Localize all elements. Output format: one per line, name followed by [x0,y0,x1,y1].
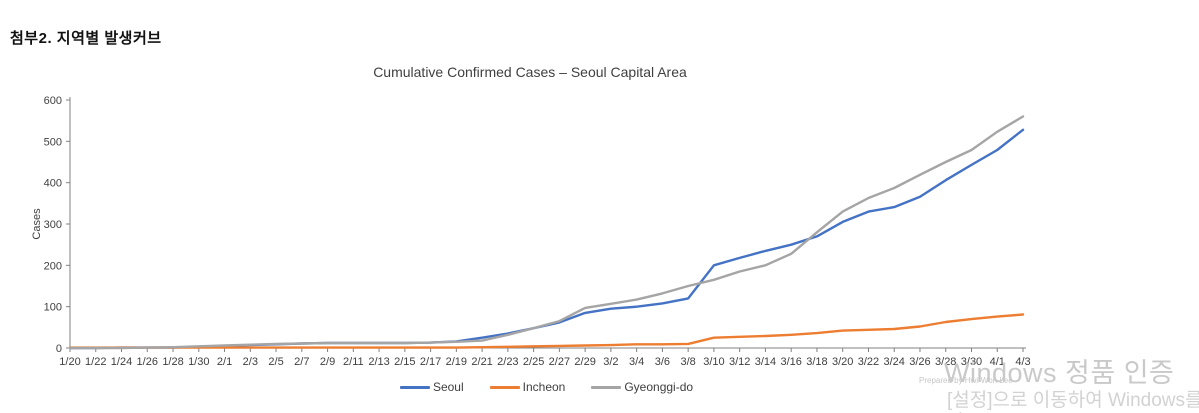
x-tick-label: 2/29 [574,356,595,368]
x-tick-label: 4/3 [1015,356,1030,368]
x-tick-label: 3/6 [655,356,670,368]
y-tick-label: 500 [44,136,62,148]
x-tick-label: 3/8 [681,356,696,368]
x-tick-label: 2/1 [217,356,232,368]
x-tick-label: 2/11 [343,356,364,368]
incheon-line-swatch [489,385,520,389]
x-tick-label: 4/1 [990,356,1005,368]
x-tick-label: 3/4 [629,356,644,368]
x-tick-label: 2/23 [497,356,518,368]
legend-item-incheon: Incheon [489,380,566,394]
chart-title: Cumulative Confirmed Cases – Seoul Capit… [373,64,687,80]
x-tick-label: 2/7 [294,356,309,368]
x-tick-label: 1/20 [59,356,80,368]
x-tick-label: 1/30 [188,356,209,368]
x-tick-label: 3/24 [884,356,905,368]
x-tick-label: 3/16 [780,356,801,368]
chart-legend: Seoul Incheon Gyeonggi-do [70,380,1023,394]
prepared-by-watermark: Prepared by Hwi-Won Lee [919,376,1013,385]
windows-activation-watermark-line2: [설정]으로 이동하여 Windows를 [947,390,1199,411]
series-line-incheon [68,313,1025,349]
x-tick-label: 2/13 [368,356,389,368]
x-tick-label: 3/28 [935,356,956,368]
x-tick-label: 2/27 [549,356,570,368]
x-tick-label: 1/22 [85,356,106,368]
y-tick-label: 100 [44,302,62,314]
x-tick-label: 2/9 [320,356,335,368]
x-tick-label: 2/19 [446,356,467,368]
legend-item-seoul: Seoul [399,380,464,394]
x-tick-label: 3/2 [603,356,618,368]
legend-label-incheon: Incheon [522,380,566,394]
gyeonggi-line-swatch [591,385,622,389]
seoul-line-swatch [399,385,430,389]
document-header: 첨부2. 지역별 발생커브 [10,30,162,47]
series-line-gyeonggi-do [68,115,1025,350]
x-tick-label: 3/30 [961,356,982,368]
legend-label-gyeonggi: Gyeonggi-do [624,380,694,394]
y-tick-label: 200 [44,260,62,272]
y-tick-label: 600 [44,95,62,107]
x-tick-label: 3/10 [703,356,724,368]
x-tick-label: 1/24 [111,356,132,368]
x-tick-label: 1/28 [162,356,183,368]
windows-activation-watermark-line3: 다 [947,407,964,413]
y-tick-label: 400 [44,178,62,190]
x-tick-label: 2/21 [471,356,492,368]
x-tick-label: 2/25 [523,356,544,368]
x-tick-label: 3/22 [858,356,879,368]
x-tick-label: 3/26 [909,356,930,368]
x-tick-label: 3/12 [729,356,750,368]
legend-label-seoul: Seoul [432,380,464,394]
y-tick-label: 300 [44,219,62,231]
x-tick-label: 2/3 [243,356,258,368]
y-tick-label: 0 [56,343,62,355]
x-tick-label: 3/20 [832,356,853,368]
x-tick-label: 2/5 [268,356,283,368]
x-tick-label: 2/15 [394,356,415,368]
x-tick-label: 3/18 [806,356,827,368]
x-tick-label: 2/17 [420,356,441,368]
x-tick-label: 3/14 [755,356,776,368]
windows-activation-watermark-line1: Windows 정품 인증 [944,358,1175,388]
series-line-seoul [68,128,1025,350]
legend-item-gyeonggi: Gyeonggi-do [591,380,693,394]
x-tick-label: 1/26 [137,356,158,368]
